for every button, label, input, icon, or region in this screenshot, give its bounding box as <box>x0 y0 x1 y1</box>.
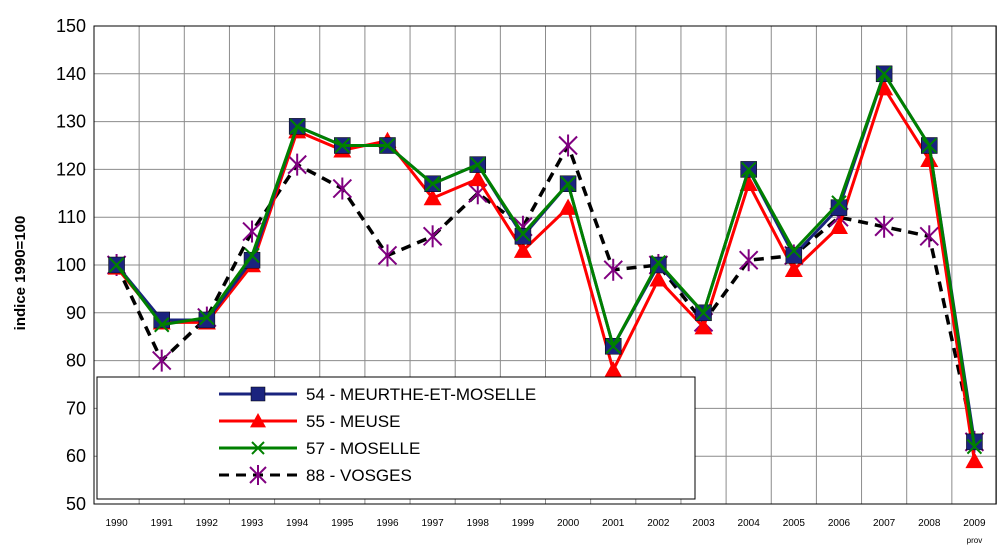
series-line <box>115 72 976 447</box>
x-tick-label: 2004 <box>738 518 761 529</box>
data-point <box>738 249 759 272</box>
data-point <box>424 176 441 192</box>
data-point <box>514 228 532 245</box>
data-point <box>649 270 668 287</box>
data-point <box>379 137 396 154</box>
x-tick-label: 2000 <box>557 518 580 529</box>
y-tick-label: 100 <box>56 255 86 275</box>
y-tick-label: 130 <box>56 112 86 132</box>
data-point <box>921 137 937 154</box>
x-tick-label: 1995 <box>331 518 354 529</box>
x-tick-label: 2005 <box>783 518 806 529</box>
data-point <box>785 247 803 264</box>
data-point <box>422 225 443 248</box>
data-point <box>468 169 487 187</box>
legend-box <box>96 376 696 500</box>
x-tick-label: 1990 <box>105 518 128 529</box>
legend-item-1: 55 - MEUSE <box>219 412 400 431</box>
data-point <box>251 441 265 455</box>
data-point <box>515 226 531 242</box>
y-tick-label: 90 <box>66 303 86 323</box>
legend-item-3: 88 - VOSGES <box>219 465 412 485</box>
y-tick-label: 150 <box>56 16 86 36</box>
data-point <box>740 161 757 178</box>
data-point <box>199 309 215 326</box>
x-tick-label: 2008 <box>918 518 941 529</box>
data-point <box>250 413 266 428</box>
y-tick-label: 70 <box>66 398 86 418</box>
x-tick-label: 1996 <box>376 518 399 529</box>
x-tick-sublabel: prov <box>967 536 983 545</box>
data-point <box>423 189 442 206</box>
data-point <box>695 305 712 321</box>
x-tick-label: 2003 <box>692 518 715 529</box>
x-tick-label: 1992 <box>196 518 219 529</box>
data-point <box>108 257 125 273</box>
x-tick-label: 2002 <box>647 518 670 529</box>
series-2 <box>108 66 983 455</box>
data-point <box>513 241 532 258</box>
legend-label: 57 - MOSELLE <box>306 439 420 458</box>
series-layer <box>106 65 985 469</box>
y-tick-label: 110 <box>57 207 86 227</box>
data-point <box>694 318 713 335</box>
legend-item-0: 54 - MEURTHE-ET-MOSELLE <box>219 385 536 404</box>
data-point <box>831 195 847 211</box>
data-point <box>334 137 351 154</box>
data-point <box>966 438 983 455</box>
data-point <box>154 317 170 333</box>
data-point <box>603 258 623 281</box>
data-point <box>287 153 307 176</box>
data-point <box>377 244 398 267</box>
y-tick-labels: 50 60 70 80 90 100 110 120 130 140 150 <box>56 16 86 514</box>
x-tick-label: 1997 <box>422 518 445 529</box>
data-point <box>249 465 267 485</box>
x-tick-label: 1999 <box>512 518 535 529</box>
y-axis-label: indice 1990=100 <box>12 216 29 331</box>
data-point <box>784 260 803 277</box>
data-point <box>559 198 578 215</box>
x-tick-label: 2006 <box>828 518 851 529</box>
x-tick-label: 1998 <box>467 518 490 529</box>
data-point <box>244 247 260 264</box>
data-point <box>332 177 353 200</box>
legend-label: 54 - MEURTHE-ET-MOSELLE <box>306 385 536 404</box>
x-tick-label: 2001 <box>602 518 625 529</box>
data-point <box>560 176 576 192</box>
data-point <box>920 150 939 168</box>
data-point <box>829 217 848 234</box>
y-tick-label: 120 <box>56 159 86 179</box>
data-point <box>786 242 802 259</box>
plot-frame <box>93 25 997 505</box>
x-tick-label: 1993 <box>241 518 264 529</box>
data-point <box>876 66 892 82</box>
data-point <box>558 134 578 157</box>
y-tick-label: 80 <box>66 351 86 371</box>
x-tick-labels: 1990 1991 1992 1993 1994 1995 1996 1997 1998 1999… <box>105 518 986 545</box>
data-point <box>650 254 667 271</box>
data-point <box>152 349 172 372</box>
y-tick-label: 140 <box>56 64 86 84</box>
legend-label: 55 - MEUSE <box>306 412 400 431</box>
data-point <box>965 451 984 469</box>
legend: 54 - MEURTHE-ET-MOSELLE 55 - MEUSE 57 - MO… <box>96 376 696 500</box>
data-point <box>289 118 305 135</box>
legend-item-2: 57 - MOSELLE <box>219 439 420 458</box>
data-point <box>470 156 486 173</box>
x-tick-label: 1994 <box>286 518 309 529</box>
data-point <box>250 386 266 402</box>
y-tick-label: 60 <box>66 446 86 466</box>
legend-label: 88 - VOSGES <box>306 466 412 485</box>
data-point <box>604 361 623 378</box>
data-point <box>919 225 939 248</box>
x-tick-label: 2007 <box>873 518 896 529</box>
data-point <box>605 338 621 354</box>
x-tick-label: 2009 <box>963 518 986 529</box>
data-point <box>874 215 894 238</box>
x-tick-label: 1991 <box>151 518 174 529</box>
y-tick-label: 50 <box>66 494 86 514</box>
